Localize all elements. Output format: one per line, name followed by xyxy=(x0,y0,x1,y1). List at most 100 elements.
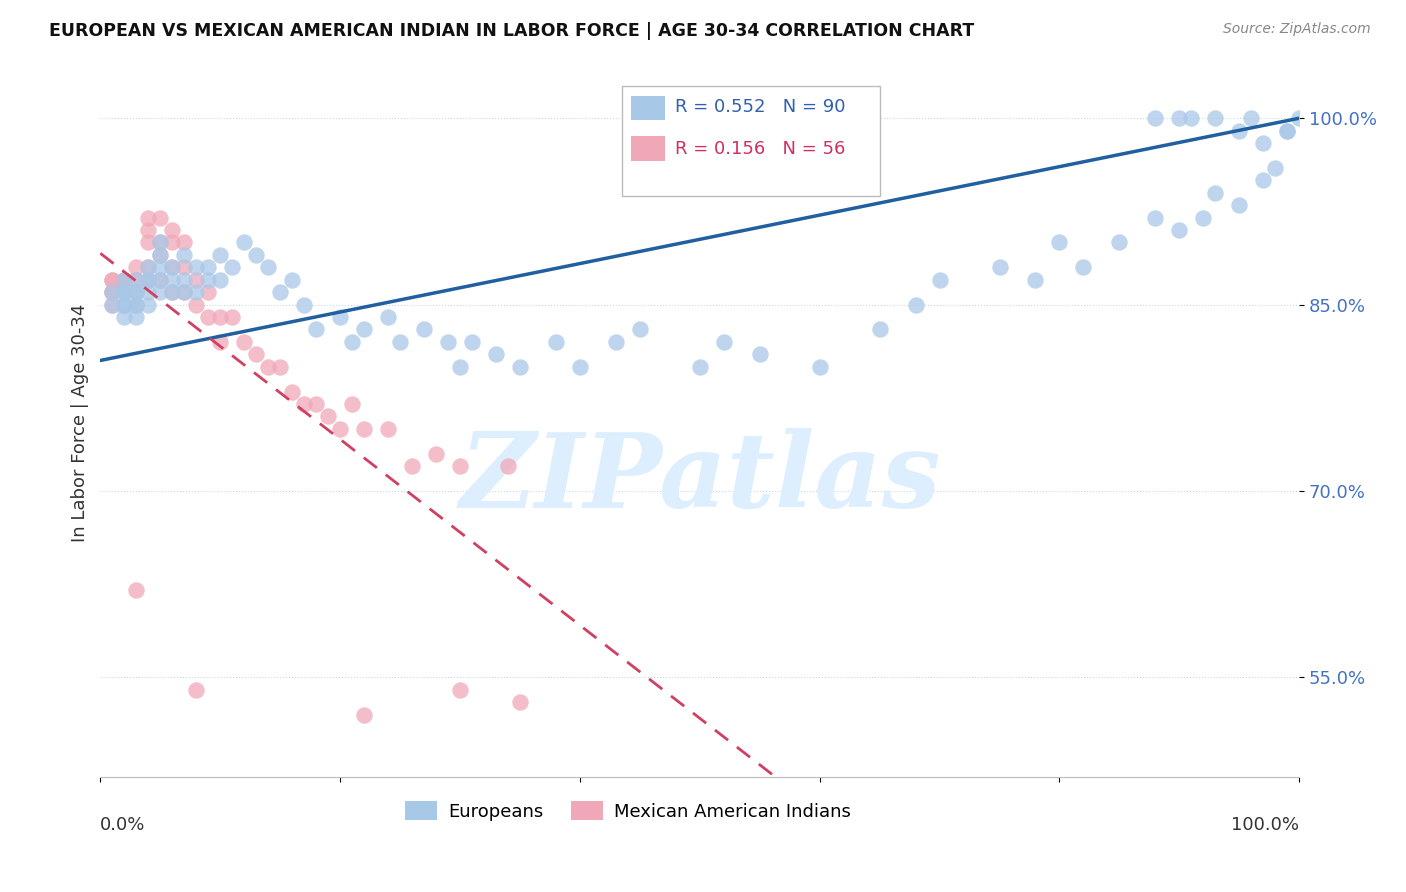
Point xyxy=(353,707,375,722)
Point xyxy=(112,285,135,300)
Point xyxy=(353,322,375,336)
Point xyxy=(1168,112,1191,126)
Point xyxy=(101,285,124,300)
Point xyxy=(257,359,280,374)
Point xyxy=(713,334,735,349)
Point xyxy=(869,322,891,336)
Point xyxy=(101,273,124,287)
Legend: Europeans, Mexican American Indians: Europeans, Mexican American Indians xyxy=(398,794,858,828)
Point xyxy=(808,359,831,374)
Point xyxy=(136,273,159,287)
Point xyxy=(112,297,135,311)
Point xyxy=(269,285,291,300)
Point xyxy=(173,248,195,262)
Point xyxy=(112,273,135,287)
Point xyxy=(509,695,531,709)
Point xyxy=(209,334,232,349)
Point xyxy=(149,235,172,250)
Point xyxy=(125,285,148,300)
Point xyxy=(112,285,135,300)
Point xyxy=(149,273,172,287)
Point xyxy=(209,248,232,262)
Point xyxy=(329,422,352,436)
Text: R = 0.156   N = 56: R = 0.156 N = 56 xyxy=(675,139,845,158)
Point xyxy=(353,422,375,436)
Point xyxy=(485,347,508,361)
Point xyxy=(136,260,159,275)
Point xyxy=(1240,112,1263,126)
Point xyxy=(112,297,135,311)
Point xyxy=(136,260,159,275)
Point xyxy=(281,273,304,287)
Point xyxy=(425,447,447,461)
Point xyxy=(605,334,627,349)
Point xyxy=(413,322,436,336)
Point xyxy=(209,310,232,324)
Point xyxy=(112,297,135,311)
Point xyxy=(377,310,399,324)
FancyBboxPatch shape xyxy=(631,96,665,120)
Point xyxy=(269,359,291,374)
Point xyxy=(1024,273,1046,287)
Point xyxy=(112,273,135,287)
Point xyxy=(186,682,208,697)
Point xyxy=(628,322,651,336)
Point xyxy=(101,273,124,287)
Point xyxy=(904,297,927,311)
Point xyxy=(689,359,711,374)
Point xyxy=(1168,223,1191,237)
Point xyxy=(316,409,339,424)
Point xyxy=(162,260,184,275)
Point xyxy=(149,248,172,262)
Point xyxy=(112,297,135,311)
Point xyxy=(305,322,328,336)
Point xyxy=(112,285,135,300)
Point xyxy=(1288,112,1310,126)
Point xyxy=(245,347,267,361)
Point xyxy=(197,285,219,300)
Point xyxy=(233,334,256,349)
Point xyxy=(1251,136,1274,150)
Point xyxy=(101,297,124,311)
Point xyxy=(112,273,135,287)
Point xyxy=(112,310,135,324)
Point xyxy=(292,397,315,411)
Point xyxy=(125,297,148,311)
Point xyxy=(401,458,423,473)
Point xyxy=(125,285,148,300)
Point xyxy=(568,359,591,374)
Point xyxy=(245,248,267,262)
Point xyxy=(544,334,567,349)
Point xyxy=(149,285,172,300)
Point xyxy=(1204,186,1226,200)
Point xyxy=(1049,235,1071,250)
Point xyxy=(281,384,304,399)
Point xyxy=(1277,123,1299,137)
Point xyxy=(125,583,148,598)
Point xyxy=(461,334,484,349)
Point xyxy=(197,260,219,275)
Point xyxy=(221,310,243,324)
Point xyxy=(748,347,770,361)
Point xyxy=(496,458,519,473)
Point xyxy=(162,285,184,300)
Point xyxy=(162,223,184,237)
Point xyxy=(1227,123,1250,137)
Point xyxy=(136,273,159,287)
Text: R = 0.552   N = 90: R = 0.552 N = 90 xyxy=(675,98,845,117)
Point xyxy=(149,273,172,287)
Point xyxy=(449,682,471,697)
Point xyxy=(162,285,184,300)
FancyBboxPatch shape xyxy=(621,87,880,196)
Text: 0.0%: 0.0% xyxy=(100,815,146,833)
Point xyxy=(1144,112,1167,126)
Text: 100.0%: 100.0% xyxy=(1232,815,1299,833)
Point xyxy=(197,310,219,324)
Point xyxy=(162,235,184,250)
Point xyxy=(1144,211,1167,225)
Point xyxy=(186,260,208,275)
Point xyxy=(209,273,232,287)
Point xyxy=(101,297,124,311)
Point xyxy=(125,273,148,287)
Point xyxy=(149,211,172,225)
